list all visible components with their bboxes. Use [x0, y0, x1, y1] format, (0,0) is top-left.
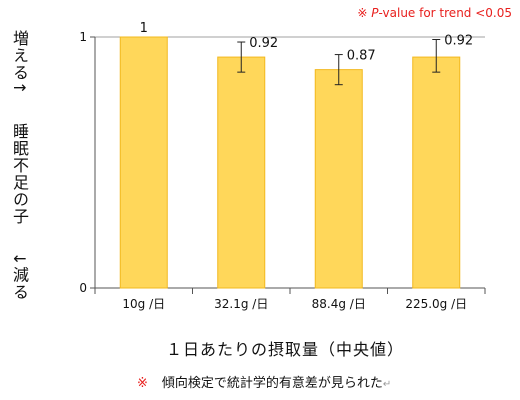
bar [314, 69, 363, 289]
data-label: 0.92 [444, 34, 473, 49]
x-category-label: 225.0g /日 [405, 297, 467, 311]
y-tick-label: 0 [79, 281, 87, 295]
x-category-label: 32.1g /日 [214, 297, 268, 311]
footnote: ※ 傾向検定で統計学的有意差が見られた↵ [137, 376, 392, 391]
y-axis-label: 増える↑ 睡眠不足の子 ↓減る [2, 30, 36, 300]
x-category-label: 88.4g /日 [312, 297, 366, 311]
data-label: 0.87 [347, 49, 376, 64]
bar [412, 56, 461, 289]
y-axis-label-top: 増える↑ [10, 30, 29, 96]
y-tick-label: 1 [79, 30, 87, 44]
data-label: 0.92 [249, 36, 278, 51]
bar [217, 56, 266, 289]
data-label: 1 [140, 21, 148, 36]
x-axis-label: １日あたりの摂取量（中央値） [165, 340, 404, 359]
bar [119, 36, 168, 289]
x-category-label: 10g /日 [122, 297, 165, 311]
y-axis-label-middle: 睡眠不足の子 [10, 122, 29, 225]
trend-note: ※ P-value for trend <0.05 [357, 6, 512, 20]
y-axis-label-bottom: ↓減る [10, 251, 29, 300]
